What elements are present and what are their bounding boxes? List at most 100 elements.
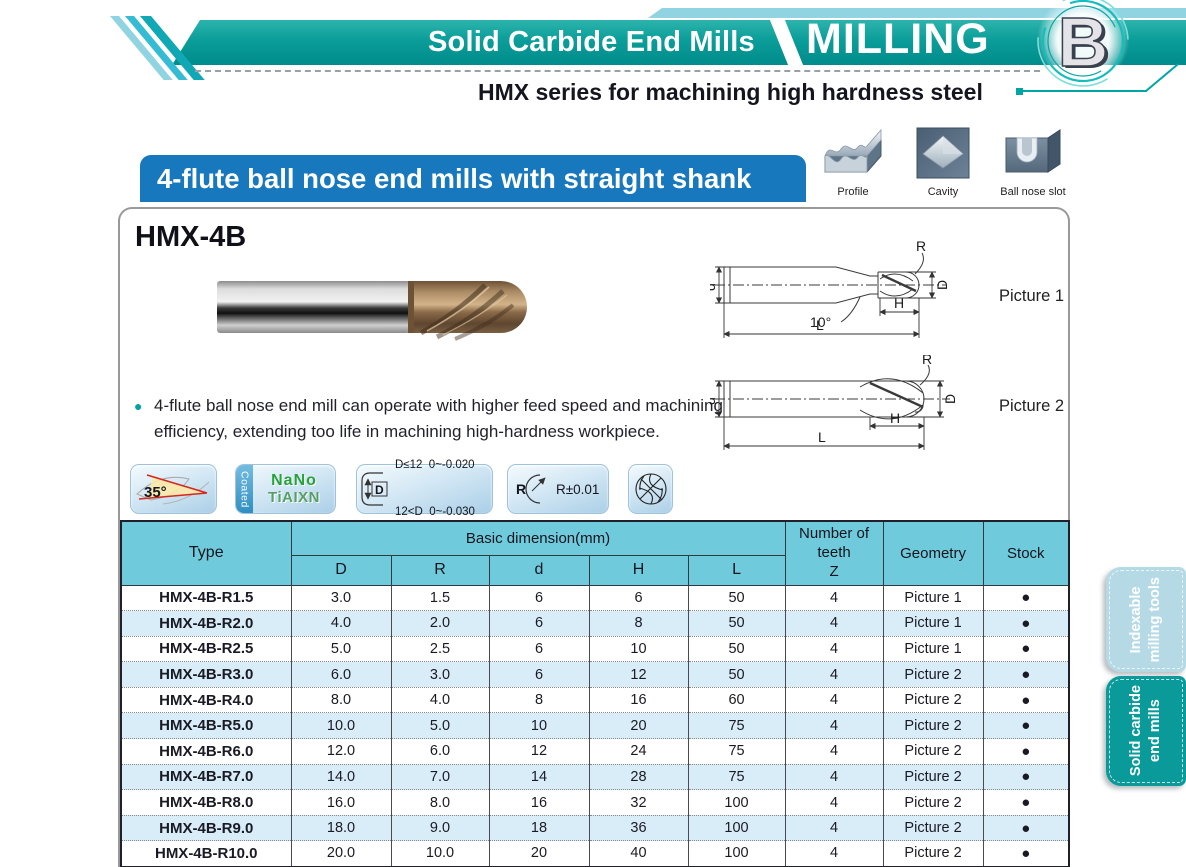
drawing-picture-1: d 10° H L D R Picture 1: [710, 239, 1064, 353]
subtitle-connector-diagonal: [1145, 63, 1179, 92]
diameter-tolerance-icon: D: [361, 472, 388, 506]
dim-cell: 100: [687, 840, 786, 867]
flute-end-view-badge: [628, 464, 673, 514]
header-dim-d: d: [488, 554, 590, 586]
dim-cell: 3.0: [290, 585, 391, 611]
dim-cell: 4: [784, 635, 884, 662]
application-profile: Profile: [818, 122, 888, 198]
tab-label-line2: end mills: [1147, 699, 1163, 763]
application-label: Cavity: [927, 186, 959, 198]
radius-tolerance-value: R±0.01: [556, 481, 600, 497]
dim-cell: 16: [588, 686, 688, 713]
dim-cell: 4: [784, 712, 884, 739]
dim-cell: Picture 2: [882, 840, 984, 867]
dim-cell: 50: [687, 585, 786, 611]
tab-label-line1: Solid carbide: [1128, 685, 1145, 777]
dim-cell: 4: [784, 789, 884, 816]
dim-cell: 4: [784, 738, 884, 765]
sidebar-tab-indexable-milling-tools[interactable]: Indexable milling tools: [1106, 567, 1186, 672]
tolerance-symbol: D: [375, 483, 384, 497]
sidebar-tab-label: Indexable milling tools: [1127, 577, 1165, 662]
drawing-picture-2: d H L D R Picture 2: [710, 355, 1064, 457]
dim-cell: Picture 2: [882, 763, 984, 790]
dim-cell: 6: [488, 635, 589, 662]
dim-cell: 1.5: [390, 585, 489, 611]
dim-cell: Picture 2: [882, 712, 984, 739]
dim-cell: 75: [687, 738, 786, 765]
header-basic-dimension: Basic dimension(mm): [290, 520, 786, 556]
dim-cell: 10.0: [290, 712, 391, 739]
dim-cell: 40: [588, 840, 688, 867]
bullet-dot-icon: ●: [134, 398, 143, 414]
section-letter-badge: B: [1032, 0, 1134, 94]
radius-tolerance-badge: R R±0.01: [507, 464, 609, 514]
dim-cell: 16.0: [290, 789, 391, 816]
type-cell: HMX-4B-R2.0: [121, 610, 291, 637]
type-cell: HMX-4B-R5.0: [121, 712, 291, 739]
type-cell: HMX-4B-R10.0: [121, 840, 291, 867]
dim-cell: 2.5: [390, 635, 489, 662]
stock-cell: ●: [982, 840, 1070, 867]
dim-H-label: H: [890, 410, 900, 426]
dim-cell: 12: [588, 661, 688, 688]
type-cell: HMX-4B-R4.0: [121, 686, 291, 713]
dim-cell: 32: [588, 789, 688, 816]
dim-cell: 24: [588, 738, 688, 765]
dim-cell: 4: [784, 840, 884, 867]
application-label: Ball nose slot: [1000, 186, 1066, 198]
dim-cell: 14.0: [290, 763, 391, 790]
end-mill-photo: [217, 281, 527, 341]
dim-cell: 12.0: [290, 738, 391, 765]
dim-cell: 4.0: [290, 610, 391, 637]
table-row: HMX-4B-R8.0 16.0 8.0 16 32 100 4 Picture 2 ●: [121, 789, 1070, 816]
header-band: [172, 20, 1186, 65]
header-dim-D: D: [290, 554, 392, 586]
ball-nose-drawing-2-icon: d H L D R: [710, 355, 958, 450]
stock-cell: ●: [982, 585, 1070, 611]
type-cell: HMX-4B-R8.0: [121, 789, 291, 816]
header-stock: Stock: [982, 520, 1070, 586]
dim-cell: 10: [588, 635, 688, 662]
sidebar-tab-label: Solid carbide end mills: [1127, 685, 1165, 776]
table-row: HMX-4B-R4.0 8.0 4.0 8 16 60 4 Picture 2 ●: [121, 686, 1070, 713]
diameter-tolerance-badge: D D≤12 0~-0.020 12<D 0~-0.030: [356, 459, 493, 518]
dim-cell: 50: [687, 661, 786, 688]
table-row: HMX-4B-R1.5 3.0 1.5 6 6 50 4 Picture 1 ●: [121, 585, 1070, 611]
dim-cell: Picture 1: [882, 635, 984, 662]
coating-badge: Coated NaNo TiAIXN: [235, 464, 336, 514]
dim-cell: 6.0: [290, 661, 391, 688]
header-dashed-rule: [195, 70, 1040, 72]
header-dim-L: L: [687, 554, 786, 586]
application-cavity: Cavity: [908, 122, 978, 198]
coating-line2: TiAIXN: [268, 488, 320, 506]
category-title: MILLING: [806, 15, 990, 63]
cavity-icon: [916, 127, 970, 179]
dim-d-label: d: [710, 283, 718, 291]
table-row: HMX-4B-R9.0 18.0 9.0 18 36 100 4 Picture 2 ●: [121, 814, 1070, 841]
application-ball-nose-slot: Ball nose slot: [998, 122, 1068, 198]
dim-cell: 4: [784, 585, 884, 611]
dim-R-label: R: [922, 355, 932, 367]
stock-cell: ●: [982, 789, 1070, 816]
application-label: Profile: [837, 186, 869, 198]
description-text: 4-flute ball nose end mill can operate w…: [154, 396, 723, 442]
type-cell: HMX-4B-R2.5: [121, 635, 291, 662]
top-accent-stripe: [648, 8, 1186, 18]
dim-cell: Picture 2: [882, 738, 984, 765]
stock-cell: ●: [982, 635, 1070, 662]
picture-2-label: Picture 2: [999, 396, 1065, 415]
helix-angle-icon: 35°: [136, 474, 210, 505]
dim-cell: 8: [488, 686, 589, 713]
dim-cell: Picture 1: [882, 610, 984, 637]
dim-cell: 4: [784, 686, 884, 713]
type-cell: HMX-4B-R6.0: [121, 738, 291, 765]
dim-cell: Picture 1: [882, 585, 984, 611]
tab-label-line1: Indexable: [1128, 586, 1145, 653]
dim-D-label: D: [942, 394, 958, 404]
sidebar-tab-solid-carbide-end-mills[interactable]: Solid carbide end mills: [1106, 676, 1186, 786]
table-row: HMX-4B-R2.0 4.0 2.0 6 8 50 4 Picture 1 ●: [121, 610, 1070, 637]
product-description: ● 4-flute ball nose end mill can operate…: [134, 393, 739, 446]
header-teeth-line3: Z: [829, 562, 839, 580]
dim-H-label: H: [894, 295, 904, 311]
